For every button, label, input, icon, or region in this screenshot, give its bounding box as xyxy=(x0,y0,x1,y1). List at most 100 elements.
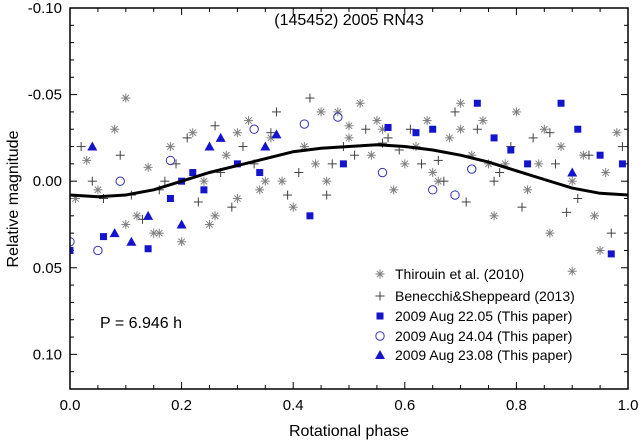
data-point-series-3 xyxy=(333,112,343,122)
data-point-series-1 xyxy=(439,176,449,186)
data-point-series-1 xyxy=(238,142,248,152)
data-point-series-1 xyxy=(489,176,499,186)
data-point-series-0 xyxy=(612,128,622,138)
data-point-series-0 xyxy=(311,159,321,169)
data-point-series-4 xyxy=(204,141,215,151)
data-point-series-0 xyxy=(433,176,443,186)
legend-label-aug22: 2009 Aug 22.05 (This paper) xyxy=(395,308,572,324)
data-point-series-2 xyxy=(256,169,264,177)
data-point-series-2 xyxy=(473,99,481,107)
x-axis-title: Rotational phase xyxy=(289,423,409,440)
data-point-series-2 xyxy=(384,123,392,131)
data-point-series-0 xyxy=(322,176,332,186)
data-point-series-0 xyxy=(489,211,499,221)
data-point-series-1 xyxy=(283,190,293,200)
data-point-series-2 xyxy=(189,169,197,177)
data-point-series-1 xyxy=(573,194,583,203)
data-point-series-0 xyxy=(456,124,466,134)
data-point-series-0 xyxy=(82,155,92,165)
data-point-series-0 xyxy=(595,245,605,255)
data-point-series-0 xyxy=(567,176,577,186)
data-point-series-0 xyxy=(221,150,231,160)
data-point-series-0 xyxy=(260,176,270,186)
y-tick-label: -0.05 xyxy=(28,87,62,104)
legend-label-aug23: 2009 Aug 23.08 (This paper) xyxy=(395,347,572,363)
data-point-series-2 xyxy=(70,246,74,254)
data-point-series-0 xyxy=(523,185,533,195)
data-point-series-0 xyxy=(316,107,326,117)
data-point-series-1 xyxy=(210,121,220,131)
data-point-series-1 xyxy=(182,133,192,143)
data-point-series-1 xyxy=(327,159,337,169)
y-tick-label: 0.00 xyxy=(33,173,62,190)
data-point-series-0 xyxy=(428,168,438,178)
x-tick-label: 0.2 xyxy=(171,397,192,414)
data-point-series-0 xyxy=(149,228,159,238)
data-point-series-2 xyxy=(490,134,498,142)
data-point-series-4 xyxy=(176,219,187,229)
data-point-series-0 xyxy=(132,211,142,221)
data-point-series-1 xyxy=(495,168,505,178)
data-point-series-1 xyxy=(417,159,427,169)
data-point-series-2 xyxy=(607,250,615,258)
legend-label-benecchi: Benecchi&Sheppeard (2013) xyxy=(395,288,575,304)
data-point-series-0 xyxy=(578,150,588,160)
data-point-series-0 xyxy=(567,266,577,276)
data-point-series-1 xyxy=(160,176,170,186)
data-point-series-1 xyxy=(383,133,393,143)
data-point-series-1 xyxy=(528,133,538,143)
data-point-series-0 xyxy=(389,185,399,195)
data-point-series-0 xyxy=(110,124,120,134)
data-point-series-0 xyxy=(444,133,454,143)
data-point-series-3 xyxy=(450,190,460,200)
data-point-series-1 xyxy=(193,197,203,207)
data-point-series-2 xyxy=(596,151,604,159)
data-point-series-1 xyxy=(361,124,371,134)
data-point-series-1 xyxy=(550,159,560,169)
data-point-series-1 xyxy=(517,202,527,212)
legend-marker-benecchi xyxy=(375,291,385,301)
axis-ticks: 0.0 0.2 0.4 0.6 0.8 1.0 -0.10 -0.05 0.00 0.05 0.10 xyxy=(28,0,639,414)
data-point-series-0 xyxy=(344,133,354,143)
data-points xyxy=(70,93,627,276)
data-point-series-0 xyxy=(456,98,466,108)
data-point-series-2 xyxy=(507,146,515,154)
data-point-series-1 xyxy=(322,190,332,200)
data-point-series-0 xyxy=(93,185,103,195)
data-point-series-4 xyxy=(215,132,226,142)
x-tick-label: 0.0 xyxy=(60,397,81,414)
data-point-series-0 xyxy=(232,128,242,138)
x-tick-label: 0.6 xyxy=(394,397,415,414)
data-point-series-0 xyxy=(556,142,566,152)
x-tick-label: 0.4 xyxy=(283,397,304,414)
data-point-series-1 xyxy=(76,142,86,152)
data-point-series-1 xyxy=(606,228,616,238)
data-point-series-3 xyxy=(377,167,388,178)
data-point-series-0 xyxy=(205,219,214,229)
data-point-series-0 xyxy=(121,93,131,103)
legend-marker-aug23 xyxy=(375,350,385,359)
data-point-series-0 xyxy=(255,185,265,195)
data-point-series-1 xyxy=(584,150,594,160)
legend-label-thirouin: Thirouin et al. (2010) xyxy=(395,266,524,282)
data-point-series-0 xyxy=(366,150,376,160)
data-point-series-4 xyxy=(109,228,120,238)
data-point-series-0 xyxy=(545,228,555,238)
data-point-series-0 xyxy=(244,116,254,126)
data-point-series-1 xyxy=(266,128,276,138)
data-point-series-0 xyxy=(400,159,410,169)
data-point-series-2 xyxy=(306,212,314,220)
plot-frame xyxy=(69,7,629,390)
legend-marker-aug22 xyxy=(376,312,384,320)
data-point-series-0 xyxy=(143,162,153,172)
data-point-series-4 xyxy=(126,236,137,246)
data-point-series-3 xyxy=(249,124,259,134)
data-point-series-0 xyxy=(511,107,521,117)
data-point-series-1 xyxy=(350,150,360,160)
data-point-series-1 xyxy=(87,176,97,186)
data-point-series-2 xyxy=(557,99,565,107)
data-point-series-0 xyxy=(372,116,382,126)
data-point-series-0 xyxy=(232,194,242,203)
data-point-series-1 xyxy=(305,93,315,103)
data-point-series-1 xyxy=(562,207,572,217)
